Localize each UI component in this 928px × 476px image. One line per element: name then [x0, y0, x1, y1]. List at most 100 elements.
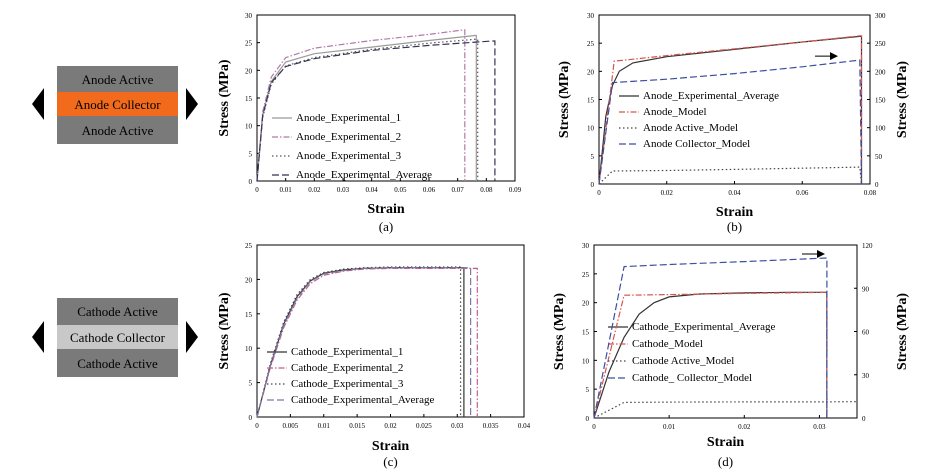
- x-axis-label: Strain: [367, 202, 405, 217]
- legend-label-1: Anode_Model: [643, 106, 707, 118]
- y-tick-label: 25: [245, 40, 253, 48]
- chart-panel-c: 0 0.005 0.01 0.015 0.02 0.025 0.03 0.035 0.04 0 5 1…: [217, 242, 531, 469]
- y-tick-label: 25: [582, 271, 590, 279]
- series-line-1: [256, 29, 466, 182]
- y-axis-label: Stress (MPa): [557, 61, 572, 138]
- y-tick-label: 20: [245, 67, 253, 75]
- y-tick-label: 15: [245, 95, 253, 103]
- y-tick-label: 5: [249, 150, 253, 158]
- y-tick-label: 0: [591, 181, 595, 189]
- x-tick-label: 0.03: [337, 186, 350, 194]
- y-tick-label: 25: [245, 242, 253, 250]
- x-axis-label: Strain: [707, 435, 745, 450]
- cathode-active-bottom-layer: [57, 349, 178, 377]
- y-right-tick-label: 120: [862, 242, 873, 250]
- x-tick-label: 0.02: [384, 422, 397, 430]
- x-tick-label: 0.06: [423, 186, 436, 194]
- y-tick-label: 5: [249, 380, 253, 388]
- legend-label-1: Anode_Experimental_2: [296, 131, 401, 143]
- anode-active-bottom-layer: [57, 116, 178, 144]
- x-tick-label: 0: [597, 189, 601, 197]
- series-line-0: [598, 35, 863, 185]
- y-tick-label: 25: [587, 40, 595, 48]
- series-line-3: [256, 267, 472, 418]
- x-tick-label: 0.02: [661, 189, 674, 197]
- legend-label-2: Cathode Active_Model: [632, 355, 734, 367]
- x-tick-label: 0.05: [394, 186, 407, 194]
- cathode-collector-layer: [57, 325, 178, 349]
- y-right-tick-label: 300: [875, 12, 886, 20]
- x-tick-label: 0.09: [509, 186, 522, 194]
- x-tick-label: 0.035: [483, 422, 499, 430]
- anode-active-top-label: Anode Active: [82, 72, 154, 87]
- series-line-0: [256, 267, 465, 418]
- legend-label-1: Cathode_Model: [632, 338, 703, 350]
- series-line-2: [598, 166, 863, 185]
- y-tick-label: 0: [586, 415, 590, 423]
- legend-label-2: Anode_Experimental_3: [296, 150, 402, 162]
- legend-label-2: Anode Active_Model: [643, 122, 738, 134]
- legend-label-1: Cathode_Experimental_2: [291, 362, 403, 374]
- legend-label-3: Anode Collector_Model: [643, 138, 750, 150]
- y-tick-label: 0: [249, 414, 253, 422]
- x-axis-label: Strain: [716, 205, 754, 220]
- legend-label-3: Cathode_Experimental_Average: [291, 394, 434, 406]
- y-axis-right-label: Stress (MPa): [895, 293, 910, 370]
- legend-label-0: Cathode_Experimental_Average: [632, 321, 775, 333]
- anode-collector-layer: [57, 92, 178, 116]
- panel-label: (a): [379, 219, 393, 234]
- panel-label: (c): [383, 454, 397, 469]
- y-axis-label: Stress (MPa): [217, 292, 232, 369]
- x-tick-label: 0.08: [864, 189, 877, 197]
- anode-active-bottom-label: Anode Active: [82, 123, 154, 138]
- cathode-collector-label: Cathode Collector: [70, 330, 166, 345]
- right-arrow-icon: [186, 88, 198, 120]
- y-tick-label: 15: [587, 97, 595, 105]
- y-tick-label: 20: [245, 276, 253, 284]
- x-tick-label: 0.025: [416, 422, 432, 430]
- anode-active-top-layer: [57, 66, 178, 92]
- x-tick-label: 0.01: [280, 186, 293, 194]
- y-right-tick-label: 90: [862, 285, 870, 293]
- series-line-3: [593, 257, 828, 419]
- x-tick-label: 0.03: [813, 423, 826, 431]
- panel-label: (b): [727, 219, 742, 234]
- chart-panel-d: 0 0.01 0.02 0.03 0 5 10 15 20 25 30 0 30 60 90 120 Strai…: [552, 242, 910, 469]
- x-tick-label: 0: [255, 186, 259, 194]
- legend-label-2: Cathode_Experimental_3: [291, 378, 404, 390]
- y-right-tick-label: 60: [862, 329, 870, 337]
- x-tick-label: 0.04: [518, 422, 531, 430]
- x-tick-label: 0.01: [318, 422, 331, 430]
- y-tick-label: 30: [587, 12, 595, 20]
- y-tick-label: 15: [245, 311, 253, 319]
- legend-label-0: Anode_Experimental_1: [296, 112, 401, 124]
- legend-label-0: Anode_Experimental_Average: [643, 90, 779, 102]
- y-axis-right-label: Stress (MPa): [895, 61, 910, 138]
- y-tick-label: 0: [249, 178, 253, 186]
- y-tick-label: 10: [587, 125, 595, 133]
- charts-group: 0 0.01 0.02 0.03 0.04 0.05 0.06 0.07 0.08 0.09 0 5 1…: [217, 12, 910, 469]
- legend-label-3: Cathode_ Collector_Model: [632, 372, 752, 384]
- left-arrow-icon: [32, 88, 44, 120]
- series-line-3: [256, 40, 496, 182]
- cathode-active-bottom-label: Cathode Active: [77, 356, 158, 371]
- y-right-tick-label: 30: [862, 372, 870, 380]
- plot-frame: [256, 244, 525, 418]
- left-arrow-icon: [32, 321, 44, 353]
- x-tick-label: 0.04: [728, 189, 741, 197]
- y-tick-label: 30: [245, 12, 253, 20]
- anode-collector-label: Anode Collector: [74, 97, 161, 112]
- y-right-tick-label: 200: [875, 68, 886, 76]
- x-tick-label: 0.04: [366, 186, 379, 194]
- y-tick-label: 30: [582, 242, 590, 250]
- series-line-2: [593, 401, 858, 419]
- x-tick-label: 0.07: [452, 186, 465, 194]
- x-axis-label: Strain: [372, 439, 410, 454]
- y-tick-label: 5: [586, 386, 590, 394]
- x-tick-label: 0.08: [480, 186, 493, 194]
- legend-label-3: Anode_Experimental_Average: [296, 169, 432, 181]
- series-line-1: [598, 35, 863, 185]
- right-arrow-icon: [186, 321, 198, 353]
- y-right-tick-label: 0: [875, 181, 879, 189]
- y-right-tick-label: 50: [875, 153, 883, 161]
